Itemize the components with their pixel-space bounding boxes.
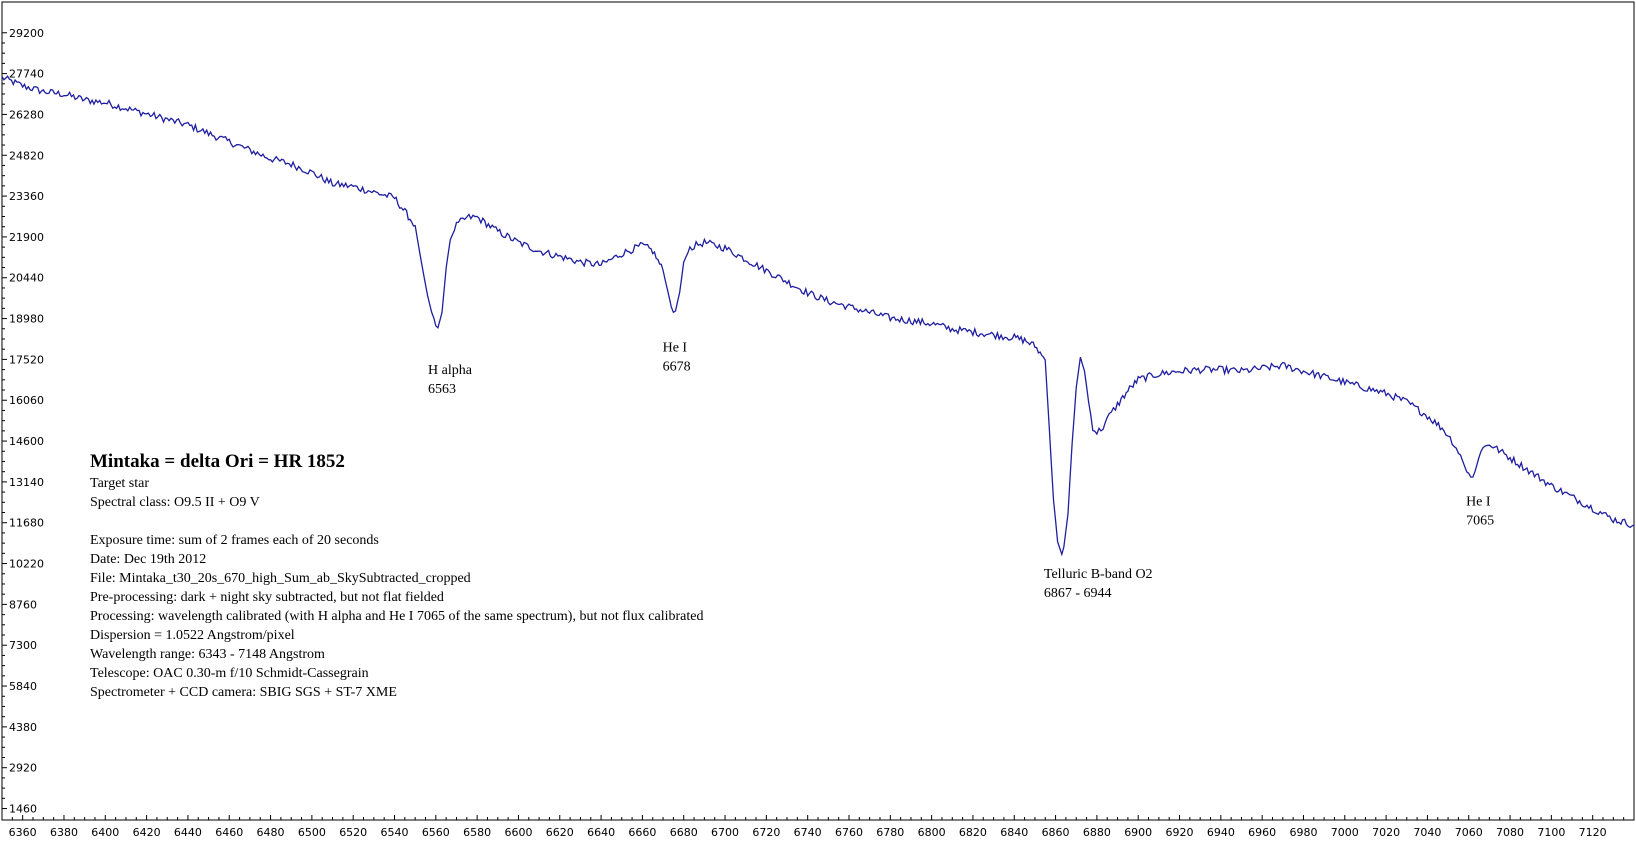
- x-tick-label: 6500: [298, 826, 326, 839]
- annotation-text: 6867 - 6944: [1044, 586, 1112, 601]
- x-tick-label: 7000: [1331, 826, 1359, 839]
- x-tick-label: 6380: [50, 826, 78, 839]
- y-tick-label: 27740: [9, 68, 44, 81]
- x-tick-label: 6640: [587, 826, 615, 839]
- line-annotations: H alpha 6563 He I 6678 Telluric B-band O2 686…: [428, 341, 1494, 602]
- x-tick-label: 6760: [835, 826, 863, 839]
- x-tick-label: 7020: [1372, 826, 1400, 839]
- y-tick-label: 8760: [9, 598, 37, 611]
- info-line: Wavelength range: 6343 - 7148 Angstrom: [90, 647, 325, 662]
- x-tick-label: 6720: [752, 826, 780, 839]
- x-tick-label: 6740: [794, 826, 822, 839]
- x-tick-label: 6660: [628, 826, 656, 839]
- x-axis: 6360 6380 6400 6420 6440 6460 6480 6500 6520 6540…: [1, 815, 1625, 839]
- info-line: Spectral class: O9.5 II + O9 V: [90, 495, 260, 510]
- info-line: Target star: [90, 476, 149, 491]
- y-tick-label: 21900: [9, 231, 44, 244]
- info-line: File: Mintaka_t30_20s_670_high_Sum_ab_Sk…: [90, 571, 471, 586]
- info-line: Exposure time: sum of 2 frames each of 2…: [90, 533, 379, 548]
- y-tick-label: 17520: [9, 353, 44, 366]
- x-tick-label: 7120: [1579, 826, 1607, 839]
- annotation-text: He I: [663, 341, 688, 356]
- spectrum-series-line: [1, 75, 1635, 557]
- info-block: Mintaka = delta Ori = HR 1852 Target star…: [90, 451, 703, 700]
- spectral-line-annotation: Telluric B-band O2 6867 - 6944: [1044, 567, 1153, 601]
- y-tick-label: 4380: [9, 721, 37, 734]
- y-tick-label: 5840: [9, 680, 37, 693]
- info-line: Dispersion = 1.0522 Angstrom/pixel: [90, 628, 295, 643]
- x-tick-label: 6560: [422, 826, 450, 839]
- target-title: Mintaka = delta Ori = HR 1852: [90, 451, 345, 472]
- x-tick-label: 6780: [876, 826, 904, 839]
- annotation-text: 6563: [428, 382, 456, 397]
- annotation-text: He I: [1466, 494, 1491, 509]
- x-tick-label: 6680: [670, 826, 698, 839]
- annotation-text: H alpha: [428, 363, 473, 378]
- info-line: Telescope: OAC 0.30-m f/10 Schmidt-Casse…: [90, 666, 369, 681]
- info-line: Spectrometer + CCD camera: SBIG SGS + ST…: [90, 685, 397, 700]
- y-tick-label: 29200: [9, 27, 44, 40]
- x-tick-label: 6940: [1207, 826, 1235, 839]
- info-line: Pre-processing: dark + night sky subtrac…: [90, 590, 444, 605]
- x-tick-label: 6800: [918, 826, 946, 839]
- x-tick-label: 6600: [504, 826, 532, 839]
- x-tick-label: 6860: [1042, 826, 1070, 839]
- annotation-text: 6678: [663, 360, 691, 375]
- x-tick-label: 6700: [711, 826, 739, 839]
- x-tick-label: 6840: [1000, 826, 1028, 839]
- x-tick-label: 6620: [546, 826, 574, 839]
- y-tick-label: 7300: [9, 639, 37, 652]
- y-tick-label: 13140: [9, 476, 44, 489]
- spectral-line-annotation: H alpha 6563: [428, 363, 473, 397]
- x-tick-label: 6920: [1166, 826, 1194, 839]
- plot-frame: [1, 1, 1635, 821]
- x-tick-label: 6460: [215, 826, 243, 839]
- y-tick-label: 2920: [9, 762, 37, 775]
- x-tick-label: 7060: [1455, 826, 1483, 839]
- x-tick-label: 6360: [9, 826, 37, 839]
- y-tick-label: 16060: [9, 394, 44, 407]
- y-tick-label: 23360: [9, 190, 44, 203]
- x-tick-label: 6820: [959, 826, 987, 839]
- x-tick-label: 6880: [1083, 826, 1111, 839]
- x-tick-label: 6540: [381, 826, 409, 839]
- y-tick-label: 10220: [9, 558, 44, 571]
- annotation-text: 7065: [1466, 513, 1494, 528]
- x-tick-label: 6440: [174, 826, 202, 839]
- x-tick-label: 6900: [1124, 826, 1152, 839]
- spectral-line-annotation: He I 7065: [1466, 494, 1494, 528]
- x-tick-label: 6480: [257, 826, 285, 839]
- x-tick-label: 7040: [1413, 826, 1441, 839]
- annotation-text: Telluric B-band O2: [1044, 567, 1153, 582]
- info-line: Processing: wavelength calibrated (with …: [90, 609, 703, 624]
- x-tick-label: 6420: [133, 826, 161, 839]
- x-tick-label: 6400: [91, 826, 119, 839]
- y-tick-label: 1460: [9, 803, 37, 816]
- x-tick-label: 7080: [1496, 826, 1524, 839]
- y-tick-label: 11680: [9, 517, 44, 530]
- y-tick-label: 24820: [9, 149, 44, 162]
- x-tick-label: 6520: [339, 826, 367, 839]
- x-tick-label: 6580: [463, 826, 491, 839]
- x-tick-label: 7100: [1537, 826, 1565, 839]
- x-tick-label: 6980: [1289, 826, 1317, 839]
- y-tick-label: 14600: [9, 435, 44, 448]
- x-tick-label: 6960: [1248, 826, 1276, 839]
- y-axis: 1460 2920 4380 5840 7300 8760 10220 11680 13140 1…: [2, 27, 44, 816]
- y-tick-label: 26280: [9, 108, 44, 121]
- y-tick-label: 20440: [9, 272, 44, 285]
- spectral-line-annotation: He I 6678: [663, 341, 691, 375]
- info-line: Date: Dec 19th 2012: [90, 552, 206, 567]
- y-tick-label: 18980: [9, 313, 44, 326]
